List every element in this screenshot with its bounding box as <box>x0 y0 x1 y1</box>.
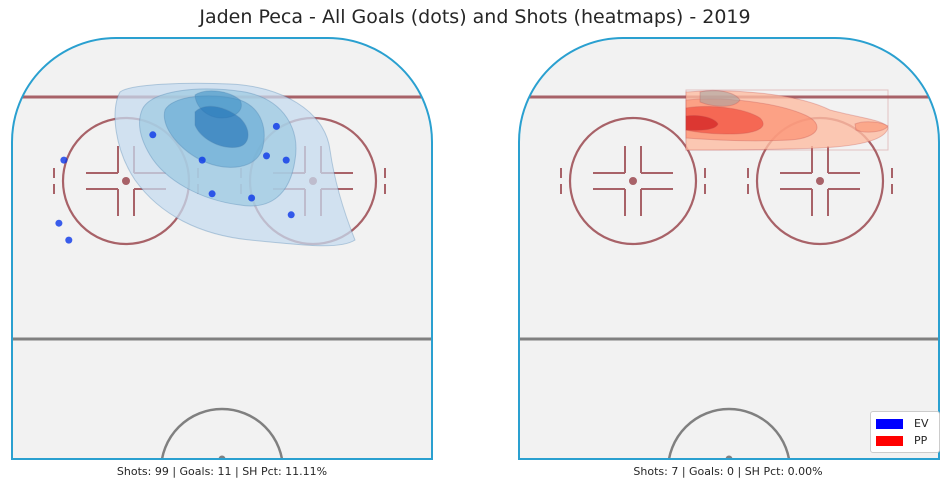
goal-dot <box>65 236 73 244</box>
goal-dot <box>272 122 280 130</box>
center-circle <box>159 407 285 459</box>
faceoff-dot <box>629 177 637 185</box>
legend-swatch-pp <box>876 436 903 446</box>
heat-contour-5 <box>685 115 719 131</box>
heat-contour-7 <box>854 121 889 133</box>
ev-shot-heatmap <box>114 82 356 247</box>
goal-dot <box>149 131 157 139</box>
center-dot <box>218 455 226 459</box>
caption-ev: Shots: 99 | Goals: 11 | SH Pct: 11.11% <box>116 465 328 478</box>
legend: EV PP <box>870 411 940 453</box>
legend-label-ev: EV <box>914 417 929 430</box>
heat-contour-6 <box>699 89 741 107</box>
goal-dot <box>248 194 256 202</box>
center-circle <box>666 407 792 459</box>
faceoff-dot <box>122 177 130 185</box>
goal-dot <box>60 156 68 164</box>
heat-contour-5 <box>194 105 249 148</box>
rink-markings <box>12 82 432 459</box>
goal-dot <box>198 156 206 164</box>
goal-dot <box>263 152 270 160</box>
legend-swatch-ev <box>876 419 903 429</box>
chart-title: Jaden Peca - All Goals (dots) and Shots … <box>199 6 751 28</box>
goal-dot <box>208 190 216 198</box>
goal-dot <box>287 211 295 219</box>
boards <box>518 37 940 460</box>
faceoff-dot <box>816 177 824 185</box>
goal-dot <box>55 219 63 227</box>
rink-panel-ev <box>11 37 433 460</box>
goal-dot <box>282 156 290 164</box>
ev-goal-dots <box>55 122 295 244</box>
rink-panel-pp <box>518 37 940 460</box>
center-dot <box>725 455 733 459</box>
rink-markings <box>519 89 939 459</box>
faceoff-circle <box>568 116 698 246</box>
pp-shot-heatmap <box>685 89 889 151</box>
boards <box>11 37 433 460</box>
legend-label-pp: PP <box>914 434 928 447</box>
caption-pp: Shots: 7 | Goals: 0 | SH Pct: 0.00% <box>633 465 823 478</box>
